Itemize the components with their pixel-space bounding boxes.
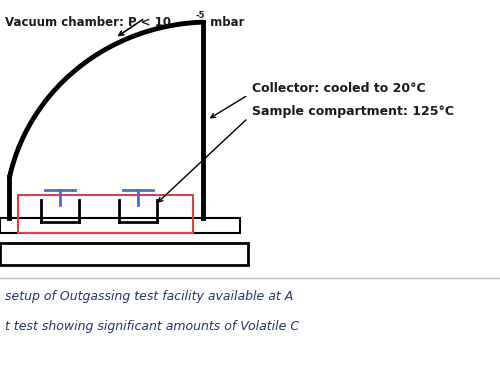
Bar <box>18 195 193 233</box>
Text: Vacuum chamber: P < 10: Vacuum chamber: P < 10 <box>5 16 171 29</box>
Text: t test showing significant amounts of Volatile C: t test showing significant amounts of Vo… <box>5 320 299 333</box>
Text: setup of Outgassing test facility available at A: setup of Outgassing test facility availa… <box>5 290 293 303</box>
Text: Sample compartment: 125°C: Sample compartment: 125°C <box>252 105 454 118</box>
Text: Collector: cooled to 20°C: Collector: cooled to 20°C <box>252 82 426 95</box>
Text: -5: -5 <box>196 11 205 20</box>
Text: mbar: mbar <box>206 16 244 29</box>
Bar <box>0 218 240 233</box>
Bar <box>0 243 248 265</box>
